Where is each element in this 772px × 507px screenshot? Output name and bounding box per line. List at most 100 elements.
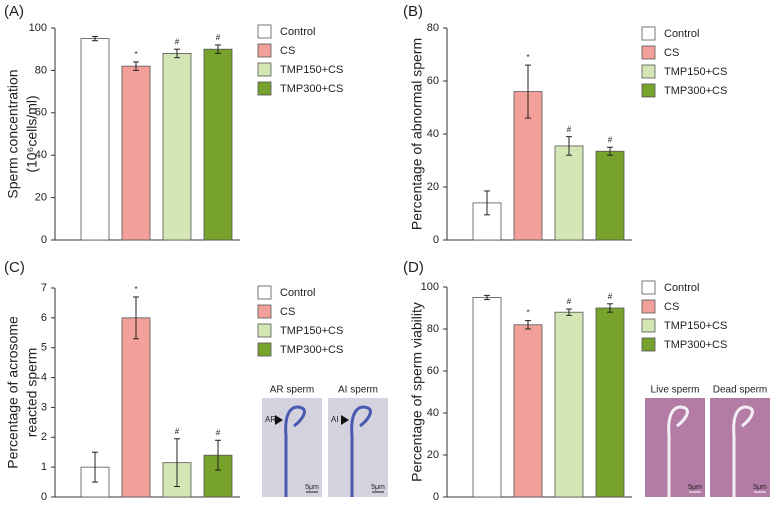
bar (203, 48, 233, 241)
bar (121, 317, 151, 498)
sperm-cell (350, 405, 372, 497)
bar (513, 324, 543, 498)
bar (554, 311, 584, 498)
bar (595, 307, 625, 498)
y-axis-label: Sperm concentration (5, 69, 21, 198)
legend-swatch (257, 62, 272, 77)
image-marker: AR (265, 415, 276, 424)
y-axis-label: reacted sperm (24, 348, 40, 437)
y-tick-label: 0 (433, 234, 439, 246)
legend-label: Control (664, 28, 699, 40)
legend-swatch (257, 285, 272, 300)
significance-marker: * (526, 53, 529, 62)
significance-marker: * (526, 309, 529, 318)
legend-label: CS (664, 47, 679, 59)
bar (554, 145, 584, 241)
legend-swatch (641, 83, 656, 98)
legend-swatch (257, 304, 272, 319)
y-tick-label: 40 (427, 128, 439, 140)
bar (162, 53, 192, 241)
panel-label: (B) (403, 3, 423, 20)
error-bar (525, 64, 531, 119)
y-tick-label: 60 (427, 365, 439, 377)
error-bar (607, 146, 613, 156)
legend-swatch (641, 280, 656, 295)
legend-swatch (257, 323, 272, 338)
y-tick-label: 80 (427, 22, 439, 34)
scale-bar-label: 5μm (305, 484, 319, 491)
significance-marker: # (567, 125, 572, 134)
significance-marker: # (216, 33, 221, 42)
micrograph (710, 398, 770, 497)
error-bar (174, 438, 180, 488)
y-tick-label: 6 (41, 312, 47, 324)
image-marker: AI (331, 415, 339, 424)
y-tick-label: 3 (41, 401, 47, 413)
y-axis-label: (10⁶cells/ml) (24, 95, 40, 172)
y-tick-label: 40 (35, 149, 47, 161)
significance-marker: # (175, 427, 180, 436)
significance-marker: # (608, 135, 613, 144)
error-bar (484, 190, 490, 216)
panel-label: (A) (4, 3, 24, 20)
legend-swatch (641, 64, 656, 79)
error-bar (133, 296, 139, 340)
scale-bar-label: 5μm (753, 484, 767, 491)
error-bar (133, 61, 139, 71)
error-bar (607, 303, 613, 313)
bar (472, 297, 502, 498)
bar (121, 65, 151, 241)
y-tick-label: 5 (41, 342, 47, 354)
error-bar (174, 48, 180, 59)
legend-swatch (641, 318, 656, 333)
legend-label: Control (280, 26, 315, 38)
legend-label: TMP300+CS (664, 85, 727, 97)
legend-label: TMP300+CS (280, 83, 343, 95)
legend-label: CS (280, 306, 295, 318)
legend-label: TMP150+CS (280, 64, 343, 76)
y-tick-label: 60 (35, 107, 47, 119)
y-axis-label: Percentage of acrosome (5, 316, 21, 469)
y-tick-label: 100 (29, 22, 47, 34)
legend-label: Control (280, 287, 315, 299)
error-bar (484, 294, 490, 301)
significance-marker: # (175, 37, 180, 46)
y-tick-label: 4 (41, 371, 47, 383)
bar (595, 150, 625, 241)
image-caption: AR sperm (270, 385, 314, 396)
marker-arrow (275, 415, 283, 425)
significance-marker: # (216, 428, 221, 437)
error-bar (92, 451, 98, 483)
legend-swatch (641, 45, 656, 60)
scale-bar-label: 5μm (371, 484, 385, 491)
significance-marker: * (134, 285, 137, 294)
legend-swatch (257, 342, 272, 357)
y-tick-label: 7 (41, 282, 47, 294)
significance-marker: * (134, 50, 137, 59)
legend-swatch (641, 299, 656, 314)
y-tick-label: 2 (41, 431, 47, 443)
y-axis-label: Percentage of abnormal sperm (409, 38, 425, 230)
y-tick-label: 80 (35, 64, 47, 76)
image-caption: AI sperm (338, 385, 378, 396)
significance-marker: # (608, 292, 613, 301)
legend-label: Control (664, 282, 699, 294)
legend-swatch (641, 337, 656, 352)
legend-label: TMP150+CS (664, 66, 727, 78)
sperm-cell (732, 405, 754, 497)
bar (80, 38, 110, 241)
legend-swatch (641, 26, 656, 41)
micrograph (262, 398, 322, 497)
legend-label: TMP300+CS (664, 339, 727, 351)
y-tick-label: 80 (427, 323, 439, 335)
legend-label: TMP150+CS (280, 325, 343, 337)
panel-label: (D) (403, 259, 424, 276)
y-tick-label: 40 (427, 407, 439, 419)
scale-bar-label: 5μm (688, 484, 702, 491)
marker-arrow (341, 415, 349, 425)
error-bar (92, 35, 98, 42)
legend-label: CS (280, 45, 295, 57)
y-tick-label: 0 (41, 491, 47, 503)
legend-label: TMP150+CS (664, 320, 727, 332)
